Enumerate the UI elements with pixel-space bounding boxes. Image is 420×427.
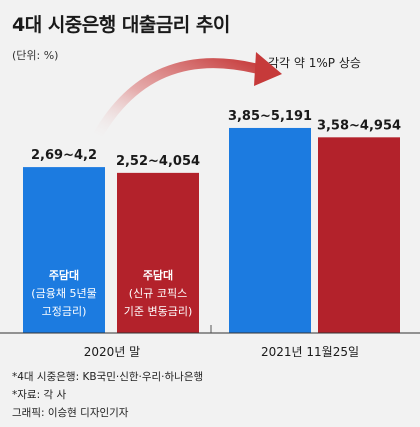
rise-arrow-curve <box>90 58 264 143</box>
data-label: 2,52~4,054 <box>116 154 200 169</box>
bar-series-label: 주담대 <box>49 268 79 282</box>
bar-fixed-rate-1 <box>229 127 311 333</box>
bar-series-label: 주담대 <box>143 268 173 282</box>
bar-series-label: (금융채 5년물 <box>31 287 96 300</box>
unit-label: (단위: %) <box>12 49 59 62</box>
rise-annotation: 각각 약 1%P 상승 <box>268 56 361 70</box>
footnote-source: *자료: 각 사 <box>12 389 67 401</box>
footnote-credit: 그래픽: 이승현 디자인기자 <box>12 407 129 419</box>
rise-arrow-head <box>254 52 282 86</box>
footnote-banks: *4대 시중은행: KB국민·신한·우리·하나은행 <box>12 371 204 383</box>
bar-series-label: 기준 변동금리) <box>124 305 193 318</box>
chart-title: 4대 시중은행 대출금리 추이 <box>12 14 230 36</box>
bar-series-label: (신규 코픽스 <box>129 287 187 300</box>
data-label: 3,85~5,191 <box>228 109 312 124</box>
x-category-label: 2020년 말 <box>84 345 140 359</box>
bar-fixed-rate-0 <box>23 167 105 333</box>
bar-series-label: 고정금리) <box>42 305 87 318</box>
x-category-label: 2021년 11월25일 <box>261 345 359 359</box>
bar-variable-rate-1 <box>318 137 400 333</box>
data-label: 3,58~4,954 <box>317 118 401 133</box>
data-label: 2,69~4,2 <box>31 148 97 163</box>
bar-variable-rate-0 <box>117 172 199 333</box>
